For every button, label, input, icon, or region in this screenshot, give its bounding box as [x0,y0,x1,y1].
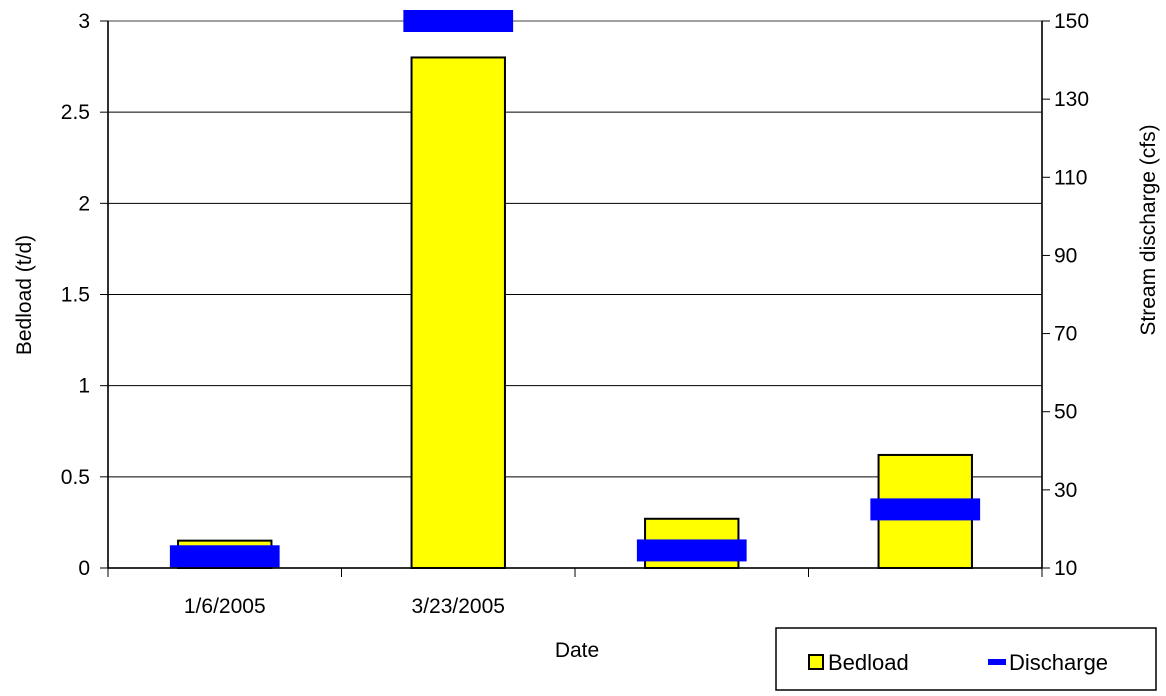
right-axis-ticks: 10 30 50 70 90 110 130 150 [1042,10,1089,580]
right-tick-label: 150 [1054,10,1089,33]
left-tick-label: 3 [78,10,90,33]
right-tick-label: 110 [1054,166,1087,189]
discharge-markers [169,10,981,568]
right-tick-label: 90 [1054,244,1077,267]
x-axis-ticks: 1/6/2005 3/23/2005 [107,568,1043,618]
discharge-marker [403,10,514,32]
left-tick-label: 2.5 [61,101,90,124]
bedload-bars [177,56,973,570]
y-axis-title: Bedload (t/d) [13,235,36,355]
right-tick-label: 30 [1054,479,1077,502]
left-tick-label: 1.5 [61,284,90,307]
discharge-marker [870,498,981,521]
legend-label-discharge: Discharge [1009,650,1108,675]
discharge-marker [169,545,280,568]
legend: Bedload Discharge [775,627,1157,691]
left-axis-ticks: 0 0.5 1 1.5 2 2.5 3 [61,10,108,580]
left-tick-label: 0.5 [61,466,90,489]
discharge-marker [636,539,747,562]
x-tick-label: 3/23/2005 [412,595,505,618]
right-tick-label: 70 [1054,323,1077,346]
x-tick-label: 1/6/2005 [184,595,266,618]
legend-label-bedload: Bedload [828,650,909,675]
right-tick-label: 50 [1054,401,1077,424]
right-tick-label: 10 [1054,557,1077,580]
left-tick-label: 0 [78,557,90,580]
left-tick-label: 2 [78,192,90,215]
y2-axis-title: Stream discharge (cfs) [1137,124,1160,335]
legend-swatch-bedload [808,654,824,670]
legend-swatch-discharge [988,659,1006,665]
gridlines [108,20,1042,478]
left-tick-label: 1 [78,375,90,398]
right-tick-label: 130 [1054,88,1089,111]
bedload-bar [410,56,506,569]
x-axis-title: Date [555,639,599,662]
legend-box [775,627,1157,691]
